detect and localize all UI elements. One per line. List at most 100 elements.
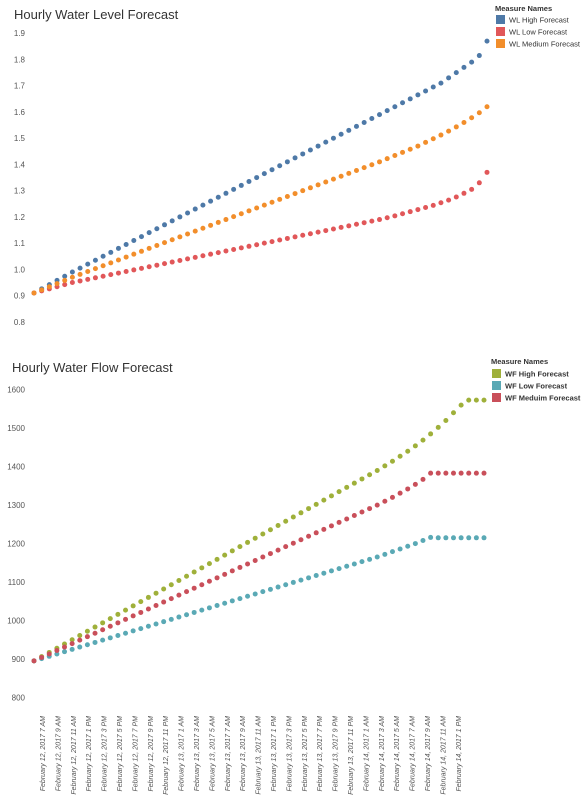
data-point xyxy=(284,193,290,199)
data-point xyxy=(277,237,283,243)
data-point xyxy=(92,639,98,645)
data-point xyxy=(313,530,319,536)
water-flow-chart: Hourly Water Flow Forecast 800 900 1000 110… xyxy=(7,357,581,795)
data-point xyxy=(92,630,98,636)
data-point xyxy=(130,613,136,619)
data-point xyxy=(130,603,136,609)
x-tick-label: February 13, 2017 1 AM xyxy=(179,716,186,791)
data-point xyxy=(438,132,444,138)
y-tick-label: 1.0 xyxy=(14,265,26,274)
data-point xyxy=(185,231,191,237)
data-point xyxy=(206,578,212,584)
data-point xyxy=(222,571,228,577)
data-point xyxy=(176,578,182,584)
data-point xyxy=(123,254,129,260)
data-point xyxy=(77,637,83,643)
data-point xyxy=(466,470,472,476)
data-point xyxy=(389,458,395,464)
data-point xyxy=(223,248,229,254)
data-point xyxy=(229,568,235,574)
series-points xyxy=(31,397,487,664)
data-point xyxy=(481,535,487,541)
data-point xyxy=(277,196,283,202)
data-point xyxy=(222,552,228,558)
data-point xyxy=(260,554,266,560)
data-point xyxy=(238,245,244,251)
data-point xyxy=(353,167,359,173)
legend-swatch xyxy=(496,27,505,36)
data-point xyxy=(306,506,312,512)
data-point xyxy=(292,234,298,240)
data-point xyxy=(138,626,144,632)
data-point xyxy=(367,472,373,478)
data-point xyxy=(298,537,304,543)
x-tick-label: February 14, 2017 3 AM xyxy=(379,716,386,791)
data-point xyxy=(290,540,296,546)
data-point xyxy=(397,453,403,459)
data-point xyxy=(351,561,357,567)
data-point xyxy=(138,234,144,240)
data-point xyxy=(260,531,266,537)
data-point xyxy=(223,190,229,196)
data-point xyxy=(298,577,304,583)
y-tick-label: 800 xyxy=(12,693,26,702)
data-point xyxy=(223,217,229,223)
data-point xyxy=(481,397,487,403)
data-point xyxy=(269,199,275,205)
data-point xyxy=(283,582,289,588)
y-tick-label: 1.5 xyxy=(14,134,26,143)
data-point xyxy=(92,624,98,630)
data-point xyxy=(300,232,306,238)
data-point xyxy=(405,486,411,492)
data-point xyxy=(191,609,197,615)
data-point xyxy=(161,599,167,605)
data-point xyxy=(283,544,289,550)
data-point xyxy=(438,80,444,86)
data-point xyxy=(185,210,191,216)
data-point xyxy=(313,573,319,579)
data-point xyxy=(351,480,357,486)
data-point xyxy=(146,230,152,236)
data-point xyxy=(162,240,168,246)
data-point xyxy=(306,533,312,539)
data-point xyxy=(100,627,106,633)
data-point xyxy=(292,155,298,161)
data-point xyxy=(450,470,456,476)
x-tick-label: February 13, 2017 5 PM xyxy=(302,716,309,792)
data-point xyxy=(344,516,350,522)
x-tick-label: February 12, 2017 5 PM xyxy=(117,716,124,792)
data-point xyxy=(284,235,290,241)
data-point xyxy=(215,194,221,200)
data-point xyxy=(321,526,327,532)
data-point xyxy=(115,245,121,251)
data-point xyxy=(430,136,436,142)
data-point xyxy=(359,476,365,482)
data-point xyxy=(92,275,98,281)
data-point xyxy=(153,603,159,609)
data-point xyxy=(469,186,475,192)
data-point xyxy=(254,205,260,211)
data-point xyxy=(238,182,244,188)
data-point xyxy=(145,606,151,612)
data-point xyxy=(191,569,197,575)
data-point xyxy=(307,185,313,191)
data-point xyxy=(62,273,68,279)
y-tick-label: 0.8 xyxy=(14,318,26,327)
data-point xyxy=(400,211,406,217)
data-point xyxy=(466,535,472,541)
data-point xyxy=(146,245,152,251)
legend: Measure Names WF High Forecast WF Low Fo… xyxy=(491,357,581,403)
data-point xyxy=(200,225,206,231)
data-point xyxy=(446,75,452,81)
data-point xyxy=(369,218,375,224)
legend-swatch xyxy=(492,381,501,390)
y-tick-label: 1400 xyxy=(7,463,25,472)
data-point xyxy=(77,271,83,277)
data-point xyxy=(384,108,390,114)
data-point xyxy=(344,563,350,569)
y-tick-label: 1.6 xyxy=(14,108,26,117)
data-point xyxy=(107,616,113,622)
data-point xyxy=(277,163,283,169)
data-point xyxy=(407,146,413,152)
data-point xyxy=(415,207,421,213)
